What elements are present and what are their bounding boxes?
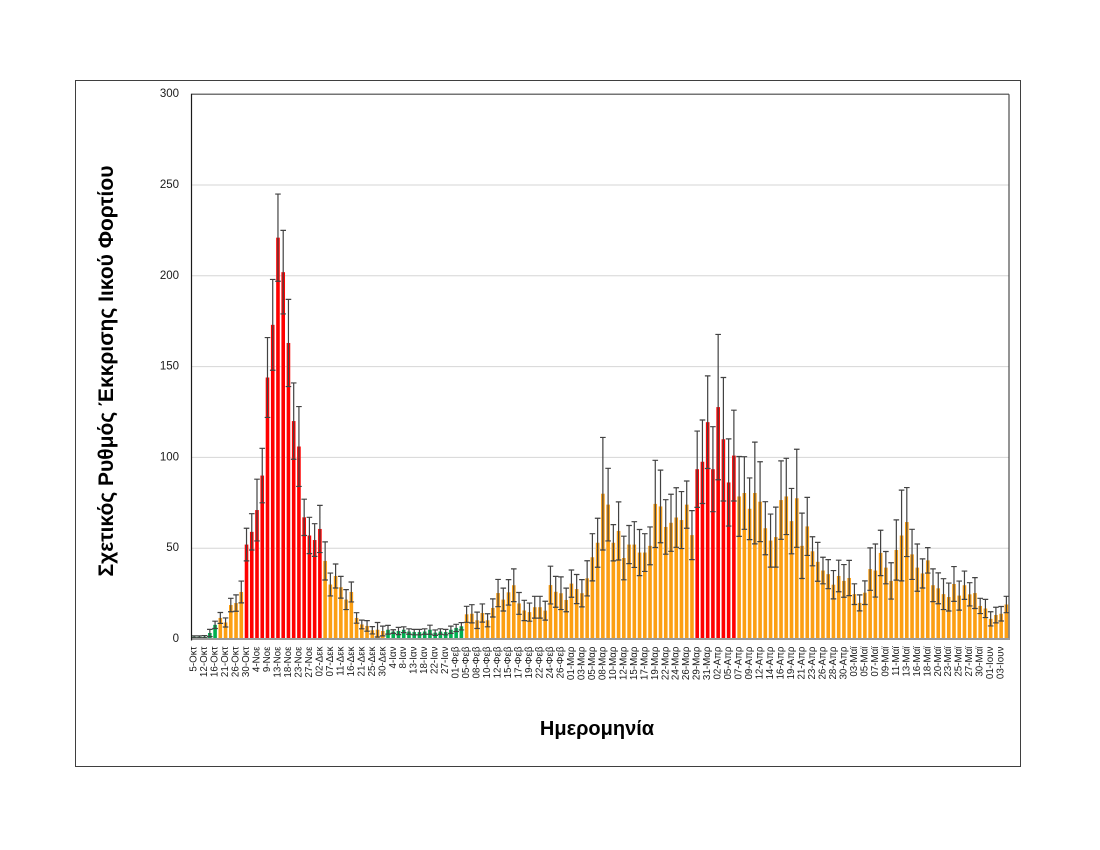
svg-text:21-Δεκ: 21-Δεκ — [356, 646, 367, 676]
svg-text:4-Νοε: 4-Νοε — [252, 646, 263, 672]
svg-text:23-Μαϊ: 23-Μαϊ — [943, 646, 954, 677]
svg-text:18-Μαϊ: 18-Μαϊ — [922, 646, 933, 677]
svg-text:05-Απρ: 05-Απρ — [723, 646, 734, 679]
svg-text:10-Φεβ: 10-Φεβ — [482, 646, 493, 678]
svg-text:26-Μαρ: 26-Μαρ — [681, 646, 692, 680]
svg-text:19-Φεβ: 19-Φεβ — [524, 646, 535, 678]
svg-text:09-Μαϊ: 09-Μαϊ — [880, 646, 891, 677]
svg-text:13-Νοε: 13-Νοε — [272, 646, 283, 678]
svg-text:30-Απρ: 30-Απρ — [838, 646, 849, 679]
svg-text:20-Μαϊ: 20-Μαϊ — [933, 646, 944, 677]
svg-text:21-Οκτ: 21-Οκτ — [220, 646, 231, 677]
svg-text:5-Οκτ: 5-Οκτ — [189, 646, 200, 671]
svg-text:07-Απρ: 07-Απρ — [734, 646, 745, 679]
svg-text:27-Ιαν: 27-Ιαν — [440, 646, 451, 674]
svg-text:18-Νοε: 18-Νοε — [283, 646, 294, 678]
svg-text:8-Ιαν: 8-Ιαν — [398, 646, 409, 668]
svg-text:11-Δεκ: 11-Δεκ — [335, 646, 346, 675]
svg-text:27-Μαϊ: 27-Μαϊ — [964, 646, 975, 677]
svg-text:12-Οκτ: 12-Οκτ — [199, 646, 210, 677]
svg-text:10-Μαρ: 10-Μαρ — [608, 646, 619, 680]
svg-text:22-Φεβ: 22-Φεβ — [534, 646, 545, 678]
svg-text:17-Φεβ: 17-Φεβ — [514, 646, 525, 678]
svg-text:150: 150 — [160, 361, 179, 373]
svg-text:03-Μαρ: 03-Μαρ — [576, 646, 587, 680]
svg-text:50: 50 — [166, 542, 179, 554]
svg-text:0: 0 — [173, 633, 179, 645]
svg-text:4-Ιαν: 4-Ιαν — [388, 646, 399, 668]
svg-text:02-Δεκ: 02-Δεκ — [314, 646, 325, 676]
svg-text:13-Μαϊ: 13-Μαϊ — [901, 646, 912, 677]
svg-text:16-Μαϊ: 16-Μαϊ — [912, 646, 923, 677]
svg-text:24-Φεβ: 24-Φεβ — [545, 646, 556, 678]
svg-text:09-Απρ: 09-Απρ — [744, 646, 755, 679]
svg-text:23-Νοε: 23-Νοε — [293, 646, 304, 678]
svg-text:11-Μαϊ: 11-Μαϊ — [891, 646, 902, 676]
svg-text:01-Ιουν: 01-Ιουν — [985, 646, 996, 679]
svg-text:12-Μαρ: 12-Μαρ — [618, 646, 629, 680]
svg-text:02-Απρ: 02-Απρ — [713, 646, 724, 679]
svg-text:250: 250 — [160, 179, 179, 191]
svg-text:22-Ιαν: 22-Ιαν — [430, 646, 441, 674]
svg-text:17-Μαρ: 17-Μαρ — [639, 646, 650, 680]
svg-text:19-Απρ: 19-Απρ — [786, 646, 797, 679]
svg-text:26-Φεβ: 26-Φεβ — [555, 646, 566, 678]
svg-text:9-Νοε: 9-Νοε — [262, 646, 273, 672]
svg-text:05-Μαϊ: 05-Μαϊ — [859, 646, 870, 677]
svg-text:Σχετικός Ρυθμός Έκκρισης Ιικού: Σχετικός Ρυθμός Έκκρισης Ιικού Φορτίου — [95, 166, 118, 577]
svg-text:03-Ιουν: 03-Ιουν — [996, 646, 1007, 679]
svg-text:03-Μαϊ: 03-Μαϊ — [849, 646, 860, 677]
svg-text:07-Μαϊ: 07-Μαϊ — [870, 646, 881, 677]
svg-text:30-Μαϊ: 30-Μαϊ — [975, 646, 986, 677]
svg-text:21-Απρ: 21-Απρ — [797, 646, 808, 679]
svg-text:16-Απρ: 16-Απρ — [776, 646, 787, 679]
svg-text:30-Δεκ: 30-Δεκ — [377, 646, 388, 676]
svg-text:24-Μαρ: 24-Μαρ — [671, 646, 682, 680]
svg-text:12-Φεβ: 12-Φεβ — [493, 646, 504, 678]
svg-text:22-Μαρ: 22-Μαρ — [660, 646, 671, 680]
svg-text:300: 300 — [160, 88, 179, 100]
svg-text:25-Δεκ: 25-Δεκ — [367, 646, 378, 676]
svg-text:08-Φεβ: 08-Φεβ — [472, 646, 483, 678]
svg-text:30-Οκτ: 30-Οκτ — [241, 646, 252, 677]
svg-text:08-Μαρ: 08-Μαρ — [597, 646, 608, 680]
svg-text:100: 100 — [160, 451, 179, 463]
svg-text:200: 200 — [160, 270, 179, 282]
svg-text:26-Οκτ: 26-Οκτ — [231, 646, 242, 677]
svg-text:15-Φεβ: 15-Φεβ — [503, 646, 514, 678]
svg-text:12-Απρ: 12-Απρ — [755, 646, 766, 679]
svg-text:01-Μαρ: 01-Μαρ — [566, 646, 577, 680]
svg-text:05-Φεβ: 05-Φεβ — [461, 646, 472, 678]
svg-text:31-Μαρ: 31-Μαρ — [702, 646, 713, 680]
svg-text:28-Απρ: 28-Απρ — [828, 646, 839, 679]
svg-text:27-Νοε: 27-Νοε — [304, 646, 315, 678]
svg-text:05-Μαρ: 05-Μαρ — [587, 646, 598, 680]
svg-text:23-Απρ: 23-Απρ — [807, 646, 818, 679]
svg-text:14-Απρ: 14-Απρ — [765, 646, 776, 679]
svg-text:26-Απρ: 26-Απρ — [817, 646, 828, 679]
svg-text:Ημερομηνία: Ημερομηνία — [540, 718, 655, 740]
svg-text:29-Μαρ: 29-Μαρ — [692, 646, 703, 680]
svg-text:16-Δεκ: 16-Δεκ — [346, 646, 357, 676]
svg-text:18-Ιαν: 18-Ιαν — [419, 646, 430, 674]
svg-text:07-Δεκ: 07-Δεκ — [325, 646, 336, 676]
svg-text:25-Μαϊ: 25-Μαϊ — [954, 646, 965, 677]
svg-text:01-Φεβ: 01-Φεβ — [451, 646, 462, 678]
svg-text:16-Οκτ: 16-Οκτ — [210, 646, 221, 677]
svg-text:15-Μαρ: 15-Μαρ — [629, 646, 640, 680]
svg-text:19-Μαρ: 19-Μαρ — [650, 646, 661, 680]
svg-text:13-Ιαν: 13-Ιαν — [409, 646, 420, 674]
